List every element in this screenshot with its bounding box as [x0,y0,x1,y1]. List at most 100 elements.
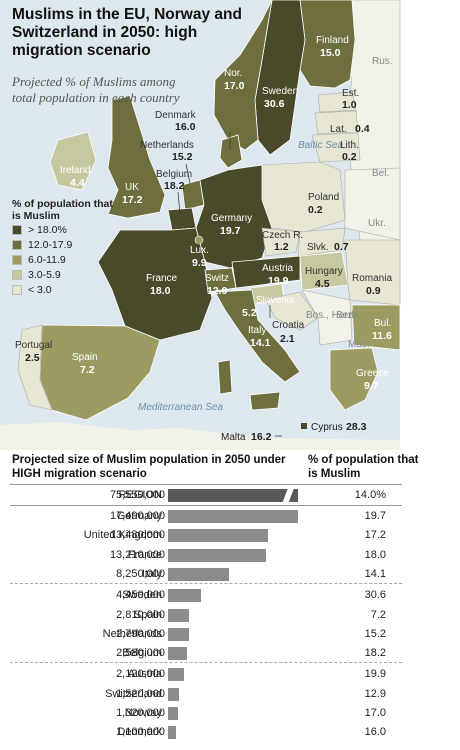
legend-label: 12.0-17.9 [28,239,73,251]
label-bulgaria-name: Bul. [374,318,391,329]
label-italy-name: Italy [248,325,266,336]
italy-shape [214,289,301,383]
legend-label: 3.0-5.9 [28,269,61,281]
balkans-shape [301,289,353,346]
table-row: Spain 2,810,000 7.2 [10,606,402,625]
table-row-region: REGION 75,550,000 14.0% [10,486,402,505]
legend-label: > 18.0% [28,224,67,236]
legend-swatch-1 [12,225,22,235]
label-estonia-value: 1.0 [342,99,357,111]
label-denmark-value: 16.0 [175,121,196,133]
norway-shape [213,0,273,151]
row-pct: 19.9 [364,668,386,681]
row-country: Germany [116,510,162,522]
label-lux-value: 9.9 [192,257,207,269]
label-ireland-value: 4.4 [70,177,85,189]
label-norway-name: Nor. [224,68,242,79]
table-row: Germany 17,490,000 19.7 [10,507,402,526]
row-pct: 17.2 [364,529,386,542]
belgium-shape [167,207,197,231]
label-switz-name: Switz [205,273,229,284]
germany-shape [195,164,273,269]
lithuania-shape [311,132,361,163]
row-population: 4,450,000 [116,589,165,602]
table-row: Switzerland 1,520,000 12.9 [10,685,402,704]
label-serbia: Serb. [336,310,360,321]
label-norway-value: 17.0 [224,80,245,92]
label-germany-value: 19.7 [220,225,241,237]
row-population: 1,100,000 [116,726,165,739]
croatia-shape [265,291,319,331]
row-population: 1,320,000 [116,707,165,719]
label-spain-name: Spain [72,352,98,363]
table-row: Norway 1,320,000 17.0 [10,704,402,723]
row-country: Austria [127,668,162,681]
table-row: Netherlands 2,790,000 15.2 [10,625,402,644]
row-country: Norway [124,707,162,719]
row-bar [168,687,179,701]
label-latvia-value: 0.4 [355,123,370,135]
portugal-shape [17,324,53,411]
row-pct: 18.2 [364,647,386,660]
legend-item: < 3.0 [12,283,122,297]
austria-shape [231,255,301,289]
row-country: France [127,548,162,561]
europe-map: Baltic Sea Mediterranean Sea Finland 15.… [0,0,401,450]
row-bar [168,608,189,622]
page-title: Muslims in the EU, Norway and Switzerlan… [12,6,242,59]
row-pct: 17.0 [364,707,386,719]
row-population: 2,810,000 [116,608,165,621]
row-pct: 18.0 [364,548,386,561]
row-pct: 15.2 [364,627,386,640]
leader-lines [177,132,282,437]
legend-item: 12.0-17.9 [12,238,122,252]
slovakia-shape [297,227,346,257]
latvia-shape [314,110,359,135]
label-lithuania-value: 0.2 [342,151,357,163]
uk-shape [107,95,166,219]
label-belgium-value: 18.2 [164,180,185,192]
label-macedonia: Mac. [348,339,370,350]
label-latvia-name: Lat. [330,124,347,135]
table-rule [10,505,402,506]
label-ukraine: Ukr. [368,218,386,229]
label-greece-value: 9.7 [364,380,379,392]
sardinia-shape [217,359,233,395]
label-sweden-name: Sweden [262,86,298,97]
label-belgium-name: Belgium [156,169,192,180]
row-country: Denmark [117,726,162,739]
label-hungary-name: Hungary [305,266,343,277]
row-pct: 7.2 [370,608,386,621]
label-cyprus-value: 28.3 [346,421,367,433]
label-germany-name: Germany [211,213,252,224]
page-subtitle: Projected % of Muslims among total popul… [12,74,180,105]
label-poland-name: Poland [308,192,339,203]
lux-shape [194,235,204,245]
row-bar [168,647,187,661]
label-malta-value: 16.2 [251,431,272,443]
row-bar [168,589,201,603]
label-france-name: France [146,273,178,284]
row-population: 13,480,000 [109,529,165,542]
label-portugal-name: Portugal [15,340,52,351]
label-slovakia-value: 0.7 [334,241,349,253]
row-bar [168,726,176,740]
label-romania-name: Romania [352,273,392,284]
table-row: Belgium 2,580,000 18.2 [10,644,402,663]
row-population: 2,580,000 [116,647,165,660]
label-slovenia-value: 5.2 [242,307,257,319]
label-bulgaria-value: 11.6 [372,330,392,342]
row-population: 8,250,000 [116,567,165,580]
label-finland-name: Finland [316,35,349,46]
row-country: United Kingdom [83,529,162,542]
row-bar [168,489,298,502]
legend-item: 3.0-5.9 [12,268,122,282]
bar-break-icon [282,488,294,504]
legend-label: < 3.0 [28,284,52,296]
table-row: Denmark 1,100,000 16.0 [10,723,402,742]
label-hungary-value: 4.5 [315,278,330,290]
legend-title: % of population that is Muslim [12,198,113,222]
label-greece-name: Greece [356,368,389,379]
label-spain-value: 7.2 [80,364,95,376]
row-population: 2,120,000 [116,668,165,681]
